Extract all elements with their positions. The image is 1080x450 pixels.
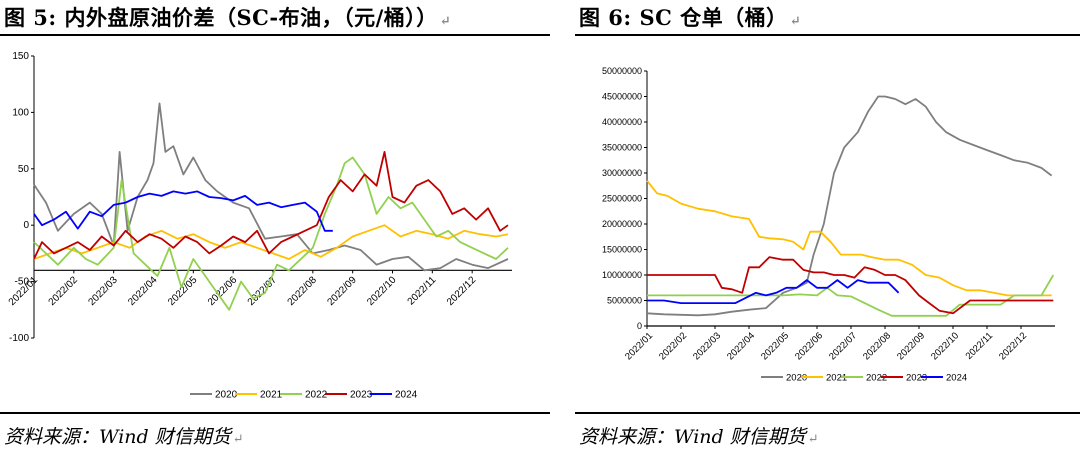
left-x-tick-label: 2022/11 (406, 274, 439, 307)
right-y-tick-label: 20000000 (602, 219, 642, 229)
left-x-tick-label: 2022/03 (86, 274, 120, 308)
right-y-tick-label: 45000000 (602, 92, 642, 102)
right-x-tick-label: 2022/11 (964, 330, 996, 362)
right-legend-label: 2022 (866, 373, 887, 384)
left-figure-title-text: 图 5: 内外盘原油价差（SC-布油，（元/桶）） (4, 5, 438, 30)
left-series-line (33, 151, 509, 260)
left-x-tick-label: 2022/07 (246, 274, 280, 308)
left-x-tick-label: 2022/06 (206, 274, 240, 308)
right-y-tick-label: 5000000 (607, 296, 642, 306)
right-figure-title-text: 图 6: SC 仓单（桶） (579, 5, 788, 30)
right-legend-label: 2024 (946, 373, 967, 384)
left-series-line (33, 224, 509, 260)
right-y-tick-label: 40000000 (602, 117, 642, 127)
right-legend-label: 2021 (826, 373, 847, 384)
left-y-tick-label: 0 (23, 220, 29, 231)
left-series-line (33, 156, 509, 311)
left-y-tick-label: 100 (12, 107, 29, 118)
left-source-return-mark: ↵ (232, 432, 244, 447)
left-series-line (33, 190, 333, 232)
left-x-tick-label: 2022/02 (47, 274, 81, 308)
left-x-tick-label: 2022/05 (166, 274, 200, 308)
left-title-rule (0, 34, 550, 36)
right-legend-label: 2020 (786, 373, 807, 384)
right-title-rule (575, 34, 1080, 36)
right-figure-title: 图 6: SC 仓单（桶） ↵ (579, 2, 801, 32)
right-y-tick-label: 15000000 (602, 245, 642, 255)
right-x-tick-label: 2022/03 (691, 330, 723, 362)
right-legend-label: 2023 (906, 373, 927, 384)
right-x-tick-label: 2022/05 (759, 330, 791, 362)
right-x-tick-label: 2022/01 (623, 330, 655, 362)
right-title-return-mark: ↵ (789, 14, 802, 29)
right-x-tick-label: 2022/09 (895, 330, 927, 362)
right-source-text: 资料来源：Wind 财信期货 (579, 426, 806, 448)
left-figure-title: 图 5: 内外盘原油价差（SC-布油，（元/桶）） ↵ (4, 2, 451, 32)
right-y-tick-label: 50000000 (602, 66, 642, 76)
left-x-tick-label: 2022/09 (325, 274, 359, 308)
right-series-line (646, 180, 1052, 297)
right-y-tick-label: 10000000 (602, 270, 642, 280)
right-x-tick-label: 2022/02 (657, 330, 689, 362)
right-series-line (647, 279, 900, 305)
left-y-tick-label: 50 (18, 164, 30, 175)
right-y-tick-label: 35000000 (602, 143, 642, 153)
left-y-tick-label: 150 (12, 51, 29, 62)
left-source-rule (0, 412, 550, 414)
left-y-tick-label: -50 (15, 277, 30, 288)
left-legend-label: 2021 (260, 390, 283, 401)
right-x-tick-label: 2022/07 (827, 330, 859, 362)
right-series-line (647, 256, 1054, 315)
left-source-note: 资料来源：Wind 财信期货 ↵ (4, 422, 244, 449)
right-figure-panel: 图 6: SC 仓单（桶） ↵ 0 5000000 10000000 15000000 2… (575, 0, 1080, 450)
right-source-return-mark: ↵ (807, 432, 819, 447)
right-y-tick-label: 0 (637, 321, 642, 331)
right-source-rule (575, 412, 1080, 414)
left-source-text: 资料来源：Wind 财信期货 (4, 426, 231, 448)
left-x-tick-label: 2022/10 (365, 274, 399, 308)
left-legend-label: 2024 (395, 390, 418, 401)
left-legend-label: 2023 (350, 390, 373, 401)
right-y-tick-label: 25000000 (602, 194, 642, 204)
right-x-tick-label: 2022/10 (929, 330, 961, 362)
right-x-tick-label: 2022/06 (793, 330, 825, 362)
right-series-line (647, 274, 1055, 317)
left-legend-label: 2022 (305, 390, 328, 401)
left-y-tick-label: -100 (9, 333, 29, 344)
left-x-tick-label: 2022/12 (445, 274, 479, 308)
left-title-return-mark: ↵ (439, 14, 452, 29)
left-figure-panel: 图 5: 内外盘原油价差（SC-布油，（元/桶）） ↵ -100 -50 0 50 100… (0, 2, 550, 449)
right-y-tick-label: 30000000 (602, 168, 642, 178)
warehouse-receipt-chart: 0 5000000 10000000 15000000 20000000 25000000… (602, 66, 1055, 384)
left-x-tick-label: 2022/08 (286, 274, 320, 308)
right-x-tick-label: 2022/08 (861, 330, 893, 362)
right-source-note: 资料来源：Wind 财信期货 ↵ (579, 422, 819, 449)
left-x-tick-label: 2022/04 (126, 274, 160, 308)
right-x-tick-label: 2022/04 (725, 330, 757, 362)
right-series-line (646, 95, 1053, 317)
right-x-tick-label: 2022/12 (997, 330, 1029, 362)
left-legend-label: 2020 (215, 390, 238, 401)
